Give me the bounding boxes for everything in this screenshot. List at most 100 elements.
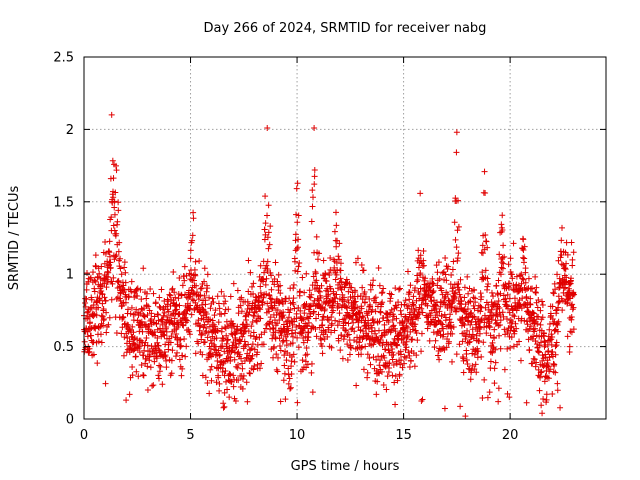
- data-point: [545, 347, 552, 354]
- data-point: [273, 351, 280, 358]
- data-point: [473, 369, 480, 376]
- data-point: [348, 326, 355, 333]
- data-point: [132, 353, 139, 360]
- data-point: [369, 316, 376, 323]
- data-point: [387, 295, 394, 302]
- data-point: [163, 357, 170, 364]
- data-point: [310, 273, 317, 280]
- data-point: [537, 369, 544, 376]
- data-point: [517, 357, 524, 364]
- data-point: [303, 314, 310, 321]
- data-point: [214, 327, 221, 334]
- data-point: [520, 276, 527, 283]
- data-point: [301, 289, 308, 296]
- data-point: [454, 227, 461, 234]
- data-point: [408, 336, 415, 343]
- data-point: [299, 274, 306, 281]
- data-point: [562, 264, 569, 271]
- data-point: [138, 318, 145, 325]
- data-point: [110, 222, 117, 229]
- data-point: [357, 292, 364, 299]
- data-point: [239, 385, 246, 392]
- data-point: [273, 366, 280, 373]
- data-point: [215, 319, 222, 326]
- data-point: [201, 321, 208, 328]
- data-point: [100, 317, 107, 324]
- data-point: [281, 362, 288, 369]
- data-point: [513, 325, 520, 332]
- data-point: [310, 308, 317, 315]
- data-point: [471, 365, 478, 372]
- data-point: [168, 370, 175, 377]
- data-point: [461, 294, 468, 301]
- data-point: [213, 335, 220, 342]
- data-point: [504, 345, 511, 352]
- data-point: [154, 353, 161, 360]
- data-point: [466, 338, 473, 345]
- data-point: [432, 337, 439, 344]
- data-point: [448, 300, 455, 307]
- data-point: [295, 263, 302, 270]
- data-point: [328, 314, 335, 321]
- data-point: [402, 313, 409, 320]
- data-point: [505, 261, 512, 268]
- data-point: [453, 149, 460, 156]
- data-point: [295, 236, 302, 243]
- data-point: [485, 281, 492, 288]
- data-point: [114, 218, 121, 225]
- data-point: [451, 290, 458, 297]
- data-point: [442, 314, 449, 321]
- data-point: [471, 351, 478, 358]
- data-point: [121, 286, 128, 293]
- data-point: [228, 348, 235, 355]
- data-point: [516, 338, 523, 345]
- data-point: [221, 389, 228, 396]
- data-point: [495, 398, 502, 405]
- data-point: [238, 308, 245, 315]
- data-point: [312, 270, 319, 277]
- data-point: [156, 368, 163, 375]
- data-point: [344, 332, 351, 339]
- data-point: [419, 396, 426, 403]
- data-point: [130, 317, 137, 324]
- data-point: [508, 334, 515, 341]
- data-point: [551, 361, 558, 368]
- data-point: [109, 280, 116, 287]
- data-point: [220, 404, 227, 411]
- data-point: [105, 269, 112, 276]
- data-point: [416, 311, 423, 318]
- data-point: [266, 241, 273, 248]
- data-point: [558, 251, 565, 258]
- data-point: [536, 348, 543, 355]
- data-point: [210, 299, 217, 306]
- data-point: [304, 361, 311, 368]
- data-point: [199, 306, 206, 313]
- data-point: [526, 301, 533, 308]
- data-point: [482, 189, 489, 196]
- data-point: [235, 361, 242, 368]
- data-point: [443, 277, 450, 284]
- data-point: [293, 211, 300, 218]
- data-point: [259, 298, 266, 305]
- data-point: [335, 303, 342, 310]
- data-point: [467, 298, 474, 305]
- data-point: [110, 274, 117, 281]
- data-point: [161, 309, 168, 316]
- data-point: [179, 352, 186, 359]
- data-point: [293, 310, 300, 317]
- data-point: [192, 258, 199, 265]
- data-point: [88, 296, 95, 303]
- data-point: [455, 223, 462, 230]
- data-point: [281, 352, 288, 359]
- data-point: [521, 243, 528, 250]
- data-point: [150, 382, 157, 389]
- data-point: [432, 302, 439, 309]
- data-point: [155, 375, 162, 382]
- data-point: [501, 366, 508, 373]
- data-point: [277, 282, 284, 289]
- data-point: [406, 364, 413, 371]
- data-point: [352, 288, 359, 295]
- data-point: [571, 291, 578, 298]
- data-point: [295, 304, 302, 311]
- data-point: [416, 295, 423, 302]
